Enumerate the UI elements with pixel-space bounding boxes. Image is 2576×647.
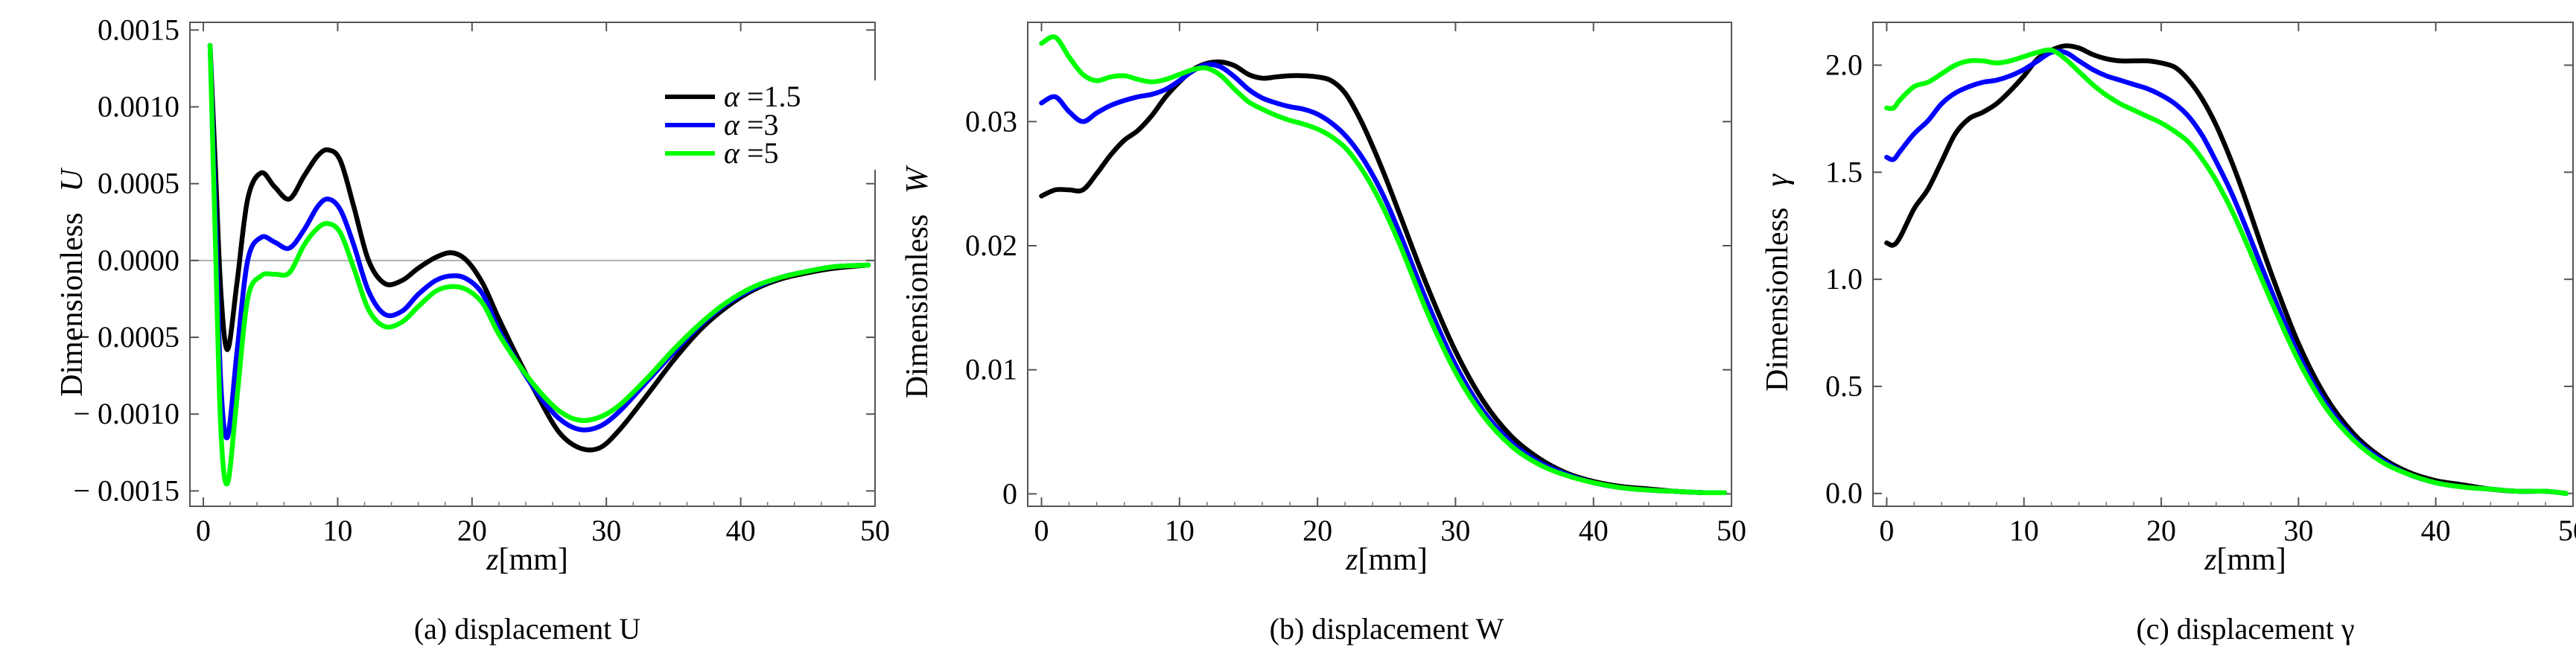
- panel-c-ytick-label: 0.5: [1825, 369, 1863, 403]
- panel-c-xtick-label: 30: [2283, 514, 2313, 547]
- panel-c-xtick-label: 40: [2421, 514, 2451, 547]
- panel-a-ytick-label: − 0.0005: [73, 320, 179, 354]
- panel-b-xtick-label: 0: [1034, 514, 1049, 547]
- panel-a-xtick-label: 30: [591, 514, 621, 547]
- panel-a-ytick-label: − 0.0010: [73, 397, 179, 430]
- panel-a-ytick-label: 0.0005: [98, 167, 179, 200]
- legend-label-alpha-1-5: α =1.5: [724, 80, 801, 113]
- panel-a-series-line-2: [207, 42, 871, 487]
- panel-c-ytick-label: 2.0: [1825, 48, 1863, 82]
- panel-c-frame: [1872, 22, 2574, 507]
- panel-c-xtick-label: 0: [1879, 514, 1894, 547]
- panel-a-xtick-label: 50: [860, 514, 890, 547]
- panel-c-ytick-label: 1.0: [1825, 262, 1863, 296]
- panel-c-caption: (c) displacement γ: [2136, 612, 2354, 646]
- panel-b-ytick-label: 0.01: [965, 353, 1017, 386]
- panel-c-series-line-2: [1884, 47, 2569, 496]
- panel-b-xtick-label: 30: [1440, 514, 1470, 547]
- panel-a-plot-area: 0 10 20 30 40 50 − 0.0015 − 0.0010 − 0.0005 0.000…: [73, 13, 890, 547]
- panel-a-ylabel: DimensionlessU: [55, 168, 89, 397]
- panel-c-displacement-gamma: 0 10 20 30 40 50 0.0 0.5 1.0 1.5 2.0 Dimensionless…: [1761, 22, 2576, 646]
- panel-a-legend: α =1.5 α =3 α =5: [655, 80, 879, 170]
- panel-a-series-line-0: [207, 42, 871, 453]
- panel-b-caption: (b) displacement W: [1270, 612, 1504, 646]
- panel-c-series-line-1: [1884, 48, 2569, 496]
- panel-a-xtick-label: 10: [322, 514, 352, 547]
- panel-b-frame: [1027, 22, 1732, 507]
- panel-b-xtick-label: 20: [1303, 514, 1332, 547]
- panel-b-ytick-label: 0.03: [965, 104, 1017, 138]
- panel-a-frame: [189, 22, 876, 507]
- panel-a-displacement-u: 0 10 20 30 40 50 − 0.0015 − 0.0010 − 0.0005 0.000…: [55, 13, 890, 646]
- legend-label-alpha-5: α =5: [724, 136, 779, 170]
- legend-label-alpha-3: α =3: [724, 108, 779, 141]
- panel-a-xtick-label: 0: [196, 514, 211, 547]
- panel-a-ytick-label: 0.0010: [98, 89, 179, 123]
- panel-b-series-line-1: [1039, 62, 1727, 496]
- panel-b-series-line-2: [1039, 34, 1727, 496]
- panel-c-series-line-0: [1884, 43, 2569, 496]
- panel-a-xtick-label: 40: [726, 514, 756, 547]
- panel-b-ylabel: DimensionlessW: [900, 165, 935, 398]
- panel-a-ytick-label: 0.0000: [98, 243, 179, 277]
- panel-a-ytick-label: 0.0015: [98, 13, 179, 46]
- panel-a-xlabel: z[mm]: [486, 543, 568, 577]
- panel-b-plot-area: 0 10 20 30 40 50 0 0.01 0.02 0.03: [965, 22, 1746, 547]
- panel-b-series-line-0: [1039, 59, 1727, 496]
- panel-b-ytick-label: 0.02: [965, 229, 1017, 262]
- panel-a-xtick-label: 20: [457, 514, 487, 547]
- panel-b-xlabel: z[mm]: [1345, 543, 1428, 577]
- panel-c-ylabel: Dimensionlessγ: [1761, 173, 1795, 392]
- panel-a-ytick-label: − 0.0015: [73, 474, 179, 507]
- panel-c-xtick-label: 20: [2146, 514, 2176, 547]
- panel-c-ytick-label: 1.5: [1825, 155, 1863, 188]
- panel-c-plot-area: 0 10 20 30 40 50 0.0 0.5 1.0 1.5 2.0: [1825, 22, 2576, 547]
- panel-c-xlabel: z[mm]: [2204, 543, 2286, 577]
- panel-c-ytick-label: 0.0: [1825, 477, 1863, 510]
- panel-a-caption: (a) displacement U: [414, 612, 640, 646]
- panel-b-xtick-label: 10: [1165, 514, 1195, 547]
- panel-c-xtick-label: 50: [2558, 514, 2576, 547]
- panel-b-ytick-label: 0: [1002, 477, 1017, 510]
- panel-b-xtick-label: 50: [1717, 514, 1746, 547]
- panel-c-xtick-label: 10: [2009, 514, 2039, 547]
- panel-b-xtick-label: 40: [1579, 514, 1609, 547]
